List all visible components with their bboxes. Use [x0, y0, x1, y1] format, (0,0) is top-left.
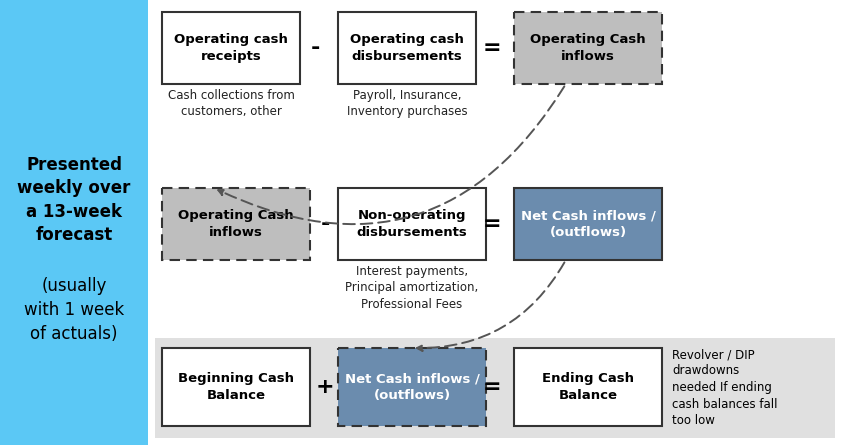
Bar — [338, 12, 476, 84]
Text: Presented
weekly over
a 13-week
forecast: Presented weekly over a 13-week forecast — [17, 156, 131, 244]
Text: Net Cash inflows /
(outflows): Net Cash inflows / (outflows) — [520, 209, 656, 239]
Bar — [338, 188, 486, 260]
Text: =: = — [482, 214, 501, 234]
Text: Non-operating
disbursements: Non-operating disbursements — [357, 209, 468, 239]
FancyArrowPatch shape — [218, 86, 565, 224]
Bar — [162, 12, 300, 84]
Text: Operating Cash
inflows: Operating Cash inflows — [530, 33, 646, 63]
Text: Operating cash
receipts: Operating cash receipts — [174, 33, 288, 63]
Text: =: = — [482, 38, 501, 58]
Bar — [514, 12, 662, 84]
Text: Operating Cash
inflows: Operating Cash inflows — [178, 209, 294, 239]
Text: Interest payments,
Principal amortization,
Professional Fees: Interest payments, Principal amortizatio… — [346, 265, 479, 311]
Text: -: - — [320, 214, 330, 234]
Text: Cash collections from
customers, other: Cash collections from customers, other — [167, 89, 294, 118]
Bar — [514, 348, 662, 426]
Bar — [162, 188, 310, 260]
Text: Ending Cash
Balance: Ending Cash Balance — [542, 372, 634, 402]
Text: Payroll, Insurance,
Inventory purchases: Payroll, Insurance, Inventory purchases — [346, 89, 468, 118]
Text: -: - — [310, 38, 320, 58]
Text: Operating cash
disbursements: Operating cash disbursements — [350, 33, 464, 63]
Text: Net Cash inflows /
(outflows): Net Cash inflows / (outflows) — [345, 372, 480, 402]
Text: +: + — [316, 377, 334, 397]
Text: Beginning Cash
Balance: Beginning Cash Balance — [178, 372, 294, 402]
FancyArrowPatch shape — [417, 263, 565, 351]
Text: Revolver / DIP
drawdowns
needed If ending
cash balances fall
too low: Revolver / DIP drawdowns needed If endin… — [672, 348, 778, 427]
Bar — [0, 0, 148, 445]
Bar — [155, 338, 835, 438]
Bar — [514, 188, 662, 260]
Bar — [338, 348, 486, 426]
Text: =: = — [482, 377, 501, 397]
Text: (usually
with 1 week
of actuals): (usually with 1 week of actuals) — [24, 277, 124, 343]
Bar — [162, 348, 310, 426]
